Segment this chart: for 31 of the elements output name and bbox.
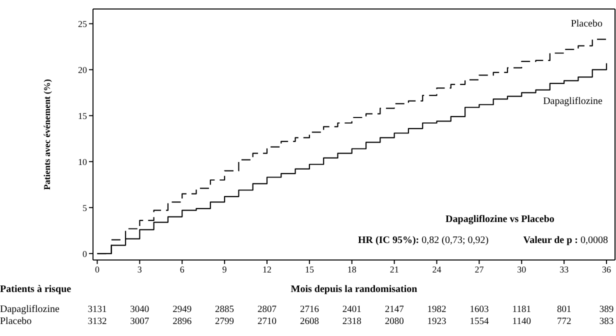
x-tick-label: 30 — [517, 264, 527, 274]
x-tick-label: 36 — [602, 264, 612, 274]
x-tick-label: 0 — [94, 264, 100, 274]
annotation: Valeur de p : 0,0008 — [523, 235, 608, 246]
text: Patients à risque — [0, 284, 72, 295]
text: 3131 3040 2949 2885 2807 2716 2401 2147 1982 1603 1181 801 389 — [88, 305, 614, 315]
x-tick-label: 6 — [180, 264, 185, 274]
annotation: Dapagliflozine vs Placebo — [446, 214, 554, 225]
x-tick-label: 24 — [432, 264, 442, 274]
x-tick-label: 15 — [304, 264, 314, 274]
x-tick-label: 9 — [222, 264, 228, 274]
series-label: Placebo — [570, 18, 603, 30]
x-tick-label: 3 — [137, 264, 142, 274]
y-tick-label: 20 — [78, 64, 88, 75]
x-tick-label: 27 — [474, 264, 484, 274]
x-tick-label: 21 — [390, 264, 399, 274]
y-tick-label: 15 — [78, 110, 88, 121]
text: 3132 3007 2896 2799 2710 2608 2318 2080 1923 1554 1140 772 383 — [88, 317, 614, 327]
y-tick-label: 5 — [82, 202, 88, 213]
y-tick-label: 0 — [82, 248, 88, 259]
series-label: Dapagliflozine — [543, 96, 604, 108]
text: Dapagliflozine — [0, 304, 60, 315]
x-tick-label: 18 — [347, 264, 357, 274]
annotation: HR (IC 95%): 0,82 (0,73; 0,92) — [358, 235, 489, 246]
x-tick-label: 33 — [560, 264, 570, 274]
x-tick-label: 12 — [262, 264, 272, 274]
y-axis-title: Patients avec événement (%) — [42, 79, 52, 190]
text: Placebo — [0, 316, 32, 327]
x-axis-title: Mois depuis la randomisation — [290, 284, 418, 295]
y-tick-label: 10 — [78, 156, 88, 167]
y-tick-label: 25 — [78, 18, 88, 29]
